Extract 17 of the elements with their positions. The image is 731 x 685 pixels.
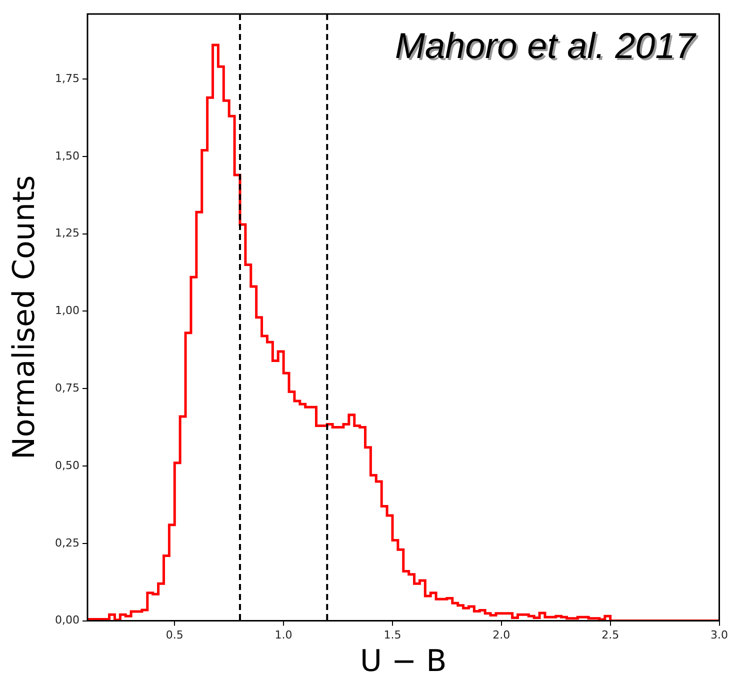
- y-tick-label: 0,75: [54, 381, 80, 394]
- x-axis-title: U − B: [360, 644, 447, 679]
- y-tick-label: 1,75: [54, 72, 80, 85]
- y-axis-title: Normalised Counts: [6, 175, 42, 460]
- y-tick-label: 0,25: [54, 536, 80, 550]
- x-tick-label: 3.0: [710, 628, 728, 642]
- annotation: Mahoro et al. 2017: [397, 27, 700, 68]
- y-tick-label: 1,25: [54, 226, 80, 240]
- x-tick-label: 2.5: [602, 628, 620, 642]
- x-tick-label: 1.0: [274, 628, 292, 642]
- x-tick-label: 2.0: [492, 628, 510, 642]
- x-tick-label: 1.5: [384, 628, 402, 642]
- y-tick-label: 0,50: [54, 458, 80, 472]
- x-tick-label: 0.5: [166, 628, 184, 642]
- y-tick-label: 1,00: [54, 304, 80, 318]
- y-tick-label: 0,00: [54, 614, 80, 627]
- y-tick-label: 1,50: [54, 149, 80, 162]
